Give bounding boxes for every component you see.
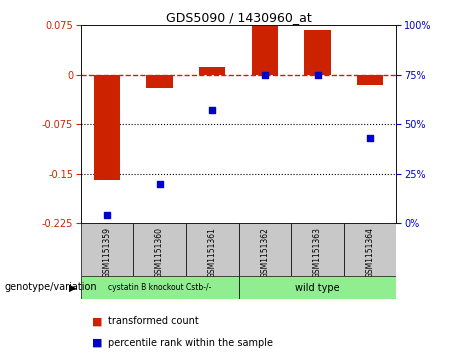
- Point: [208, 107, 216, 113]
- Text: ■: ■: [92, 316, 103, 326]
- Text: cystatin B knockout Cstb-/-: cystatin B knockout Cstb-/-: [108, 283, 211, 292]
- Point: [156, 181, 163, 187]
- Text: percentile rank within the sample: percentile rank within the sample: [108, 338, 273, 348]
- Text: ■: ■: [92, 338, 103, 348]
- Bar: [252, 24, 278, 75]
- Bar: [81, 276, 239, 299]
- Bar: [147, 75, 173, 88]
- Title: GDS5090 / 1430960_at: GDS5090 / 1430960_at: [165, 11, 312, 24]
- Text: genotype/variation: genotype/variation: [5, 282, 97, 293]
- Bar: [304, 30, 331, 75]
- Point: [261, 72, 269, 78]
- Text: GSM1151359: GSM1151359: [102, 228, 112, 278]
- Text: transformed count: transformed count: [108, 316, 199, 326]
- Point: [314, 72, 321, 78]
- Text: GSM1151363: GSM1151363: [313, 228, 322, 278]
- Bar: [239, 276, 396, 299]
- Bar: [94, 75, 120, 180]
- Bar: [186, 223, 239, 276]
- Bar: [239, 223, 291, 276]
- Bar: [344, 223, 396, 276]
- Bar: [199, 67, 225, 75]
- Text: GSM1151360: GSM1151360: [155, 228, 164, 278]
- Text: GSM1151362: GSM1151362: [260, 228, 269, 278]
- Bar: [133, 223, 186, 276]
- Text: ▶: ▶: [69, 282, 76, 293]
- Point: [103, 212, 111, 218]
- Bar: [81, 223, 133, 276]
- Text: GSM1151364: GSM1151364: [366, 228, 375, 278]
- Text: GSM1151361: GSM1151361: [208, 228, 217, 278]
- Text: wild type: wild type: [295, 283, 340, 293]
- Bar: [357, 75, 383, 85]
- Bar: [291, 223, 344, 276]
- Point: [366, 135, 374, 141]
